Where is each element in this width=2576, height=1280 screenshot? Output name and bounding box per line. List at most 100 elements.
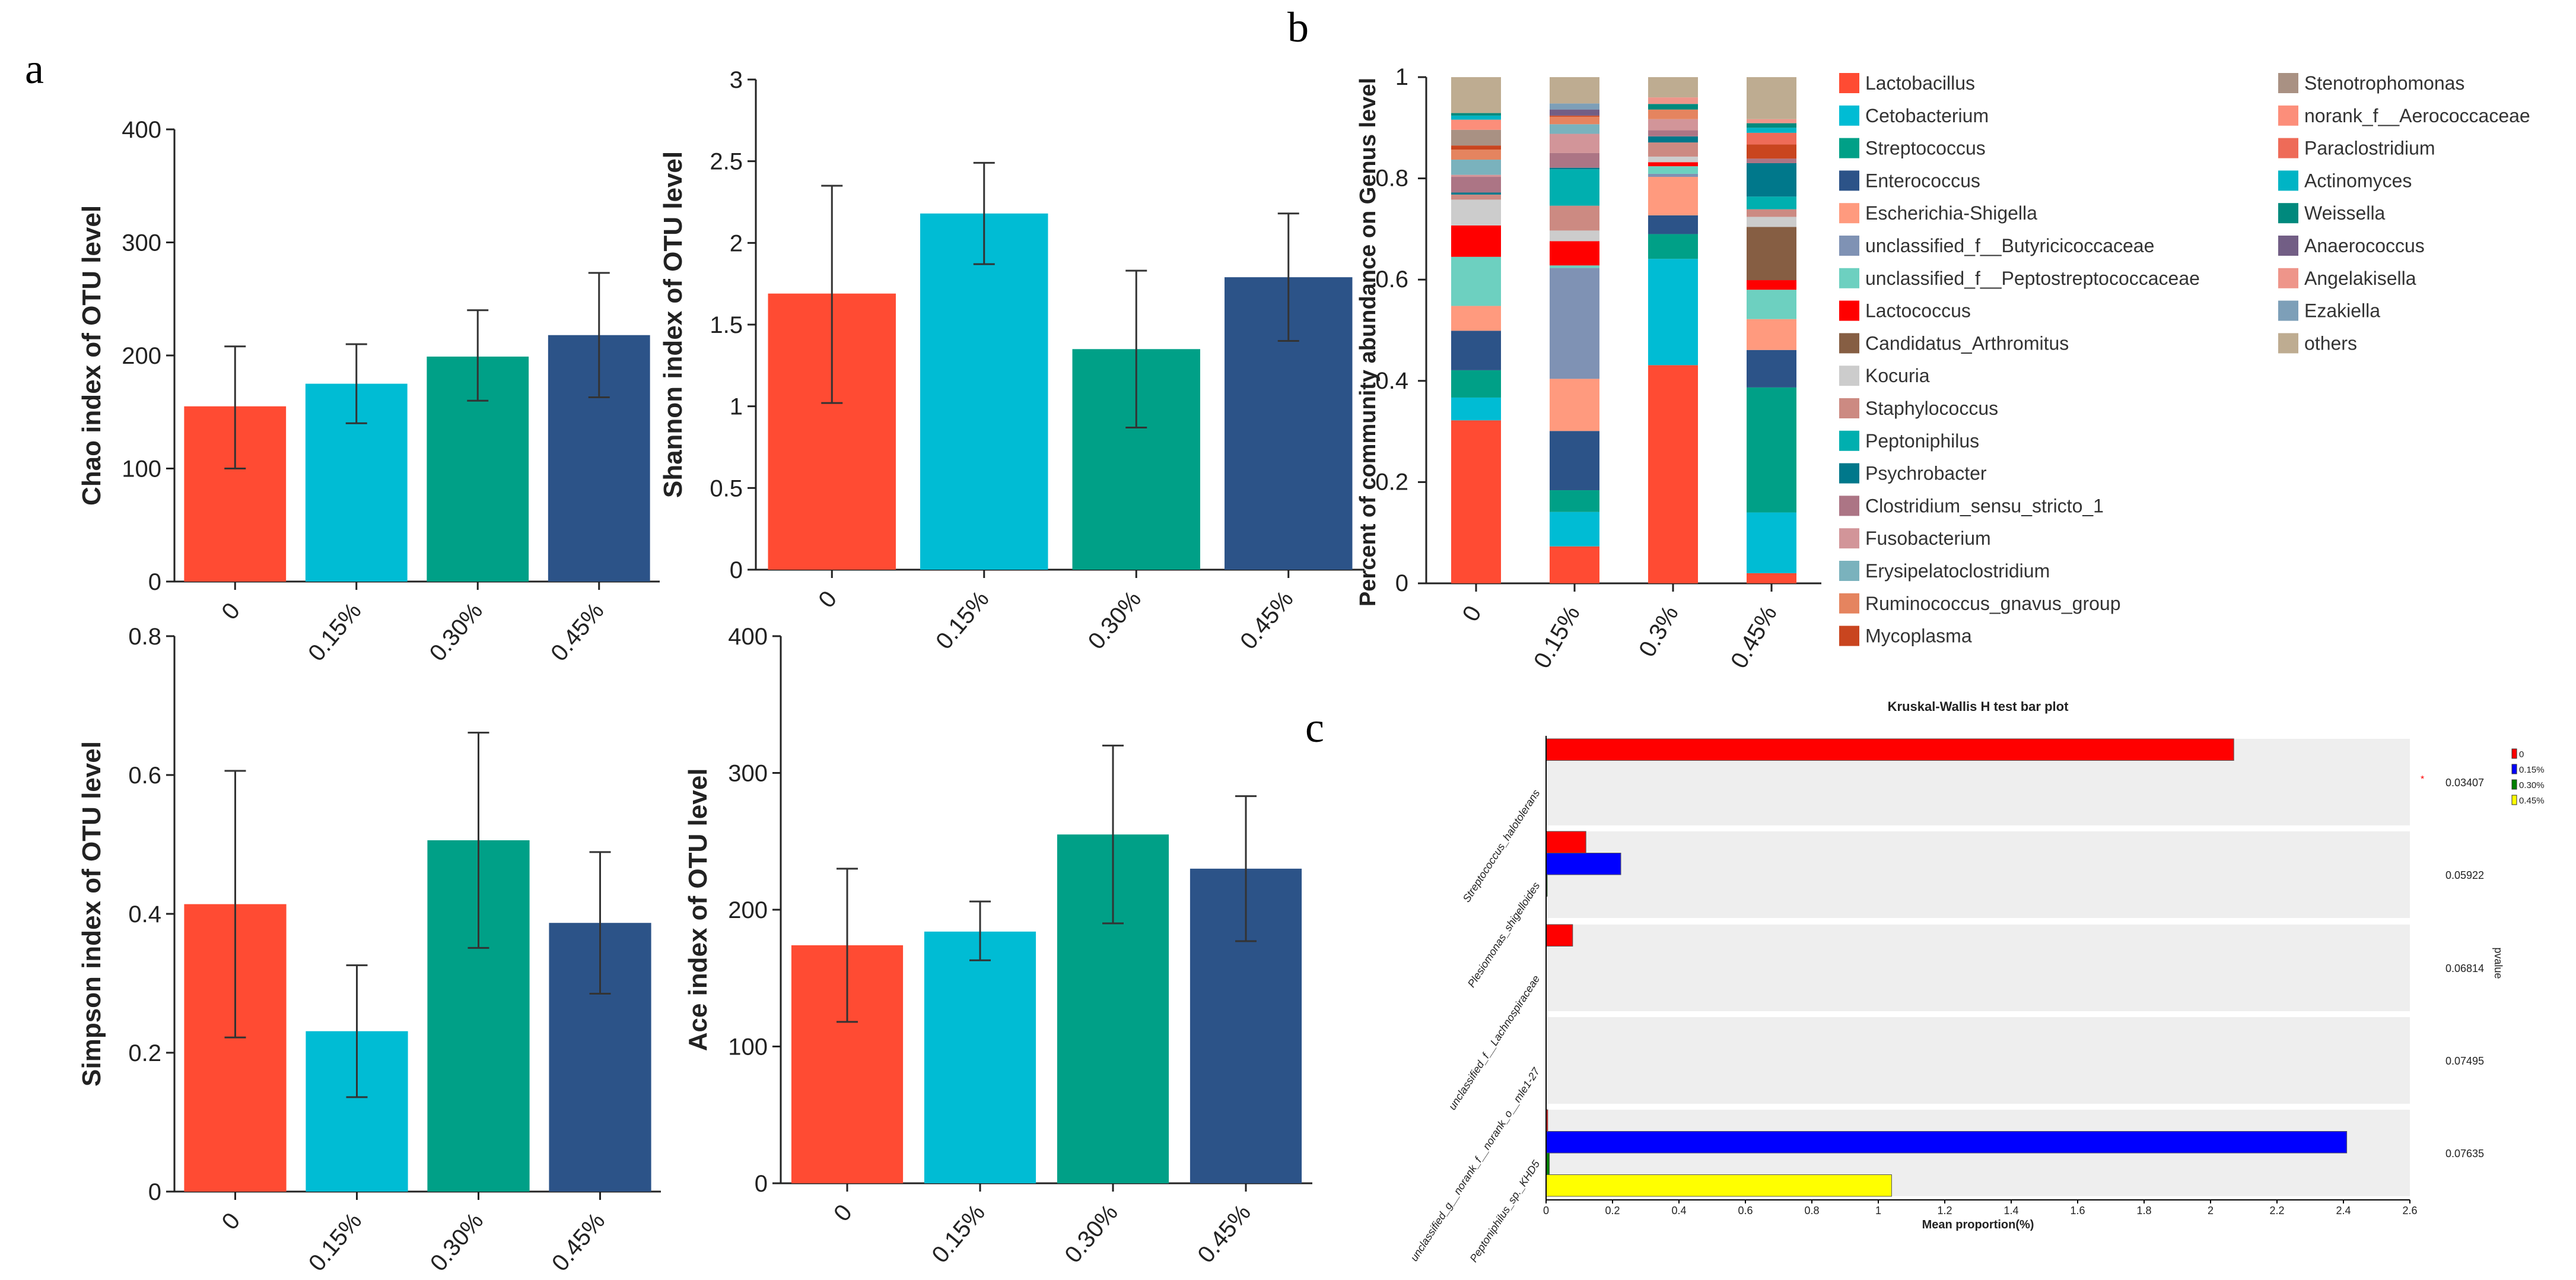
y-tick-label: 0.2 — [128, 1040, 161, 1066]
legend-item: Fusobacterium — [1839, 528, 1991, 549]
legend-item: 0.45% — [2511, 795, 2545, 806]
legend-swatch — [1839, 73, 1859, 93]
stack-segment-stenotrophomonas — [1451, 129, 1501, 146]
legend-item: unclassified_f__Peptostreptococcaceae — [1839, 268, 2200, 289]
legend-item: Ruminococcus_gnavus_group — [1839, 593, 2120, 614]
legend-swatch — [2511, 764, 2517, 774]
legend-label: Mycoplasma — [1865, 625, 1972, 647]
legend-label: Kocuria — [1865, 365, 1930, 386]
legend-swatch — [1839, 105, 1859, 126]
stack-segment-cetobacterium — [1550, 512, 1599, 547]
stack-segment-erysipelatoclostridium — [1550, 124, 1599, 134]
stack-segment-fusobacterium — [1648, 119, 1698, 131]
y-tick-label: 400 — [728, 624, 768, 650]
legend-swatch — [1839, 528, 1859, 549]
stack-segment-lactococcus — [1747, 280, 1796, 290]
x-tick-label: 0.4 — [1671, 1205, 1686, 1217]
pvalue-label: 0.03407 — [2445, 777, 2484, 789]
y-tick-label: 0.5 — [710, 475, 743, 501]
stack-segment-enterococcus — [1747, 350, 1796, 388]
y-tick-label: 100 — [728, 1034, 768, 1060]
legend-label: Psychrobacter — [1865, 463, 1987, 484]
x-tick-label: 0.2 — [1605, 1205, 1620, 1217]
stack-segment-escherichia-shigella — [1648, 177, 1698, 215]
stack-segment-lactococcus — [1648, 162, 1698, 167]
legend-label: Peptoniphilus — [1865, 430, 1979, 452]
legend-item: Weissella — [2278, 202, 2386, 224]
panel-label-c: c — [1305, 704, 1324, 751]
legend-swatch — [1839, 300, 1859, 321]
stack-segment-kocuria — [1451, 199, 1501, 225]
legend-label: Cetobacterium — [1865, 105, 1989, 126]
stack-segment-cetobacterium — [1451, 397, 1501, 421]
legend-label: 0 — [2519, 749, 2524, 760]
legend-label: Enterococcus — [1865, 170, 1980, 191]
stack-segment-streptococcus — [1550, 490, 1599, 512]
legend-swatch — [1839, 170, 1859, 191]
row-background — [1546, 831, 2410, 918]
legend-label: Escherichia-Shigella — [1865, 202, 2037, 224]
bar-0-15- — [1545, 853, 1621, 875]
bar-0 — [1545, 831, 1586, 853]
stack-segment-ruminococcus-gnavus-group — [1648, 109, 1698, 119]
x-tick-label: 0.8 — [1804, 1205, 1819, 1217]
legend-swatch — [1839, 561, 1859, 581]
legend-item: Lactococcus — [1839, 300, 1971, 322]
stack-segment-lactobacillus — [1648, 365, 1698, 583]
stack-segment-streptococcus — [1747, 387, 1796, 513]
genus-legend: Lactobacillus Cetobacterium Streptococcus E… — [1839, 72, 2530, 647]
legend-label: others — [2304, 332, 2357, 354]
bar-0-15- — [1545, 1131, 2348, 1154]
stack-segment-peptoniphilus — [1747, 196, 1796, 209]
legend-item: Paraclostridium — [2278, 138, 2435, 159]
legend-label: unclassified_f__Peptostreptococcaceae — [1865, 268, 2200, 289]
legend-label: unclassified_f__Butyricicoccaceae — [1865, 235, 2154, 256]
legend-item: Cetobacterium — [1839, 105, 1989, 126]
legend-swatch — [2278, 236, 2298, 256]
legend-swatch — [2278, 105, 2298, 126]
legend-label: Lactobacillus — [1865, 72, 1975, 94]
legend-label: Anaerococcus — [2304, 235, 2425, 256]
y-tick-label: 0.2 — [1375, 469, 1408, 495]
legend-label: Ruminococcus_gnavus_group — [1865, 593, 2120, 614]
y-tick-label: 0 — [148, 569, 161, 595]
stack-segment-ruminococcus-gnavus-group — [1550, 116, 1599, 125]
x-tick-label: 1.2 — [1937, 1205, 1952, 1217]
legend-label: Lactococcus — [1865, 300, 1971, 322]
y-tick-label: 100 — [122, 456, 161, 482]
legend-label: Erysipelatoclostridium — [1865, 560, 2050, 582]
y-axis-label: Shannon index of OTU level — [659, 151, 688, 498]
y-axis-label: Percent of community abundance on Genus … — [1356, 78, 1381, 606]
legend-swatch — [1839, 625, 1859, 646]
stack-segment-escherichia-shigella — [1747, 319, 1796, 350]
legend-item: Ezakiella — [2278, 300, 2380, 322]
stack-segment-mycoplasma — [1747, 144, 1796, 159]
stack-segment-ezakiella — [1550, 103, 1599, 110]
y-axis-label: Chao index of OTU level — [77, 205, 106, 506]
x-tick-label: 1.8 — [2136, 1205, 2151, 1217]
stack-segment-unclassified-f-peptostreptococcaceae — [1451, 256, 1501, 306]
stack-segment-paraclostridium — [1747, 132, 1796, 145]
stack-segment-kocuria — [1550, 230, 1599, 242]
legend-label: Streptococcus — [1865, 138, 1986, 159]
stack-segment-actinomyces — [1451, 115, 1501, 120]
y-tick-label: 300 — [122, 230, 161, 256]
legend-swatch — [1839, 366, 1859, 386]
y-tick-label: 200 — [728, 897, 768, 923]
stack-segment-enterococcus — [1648, 215, 1698, 234]
stack-segment-weissella — [1747, 123, 1796, 128]
x-tick-label: 2.6 — [2402, 1205, 2417, 1217]
legend-label: Angelakisella — [2304, 268, 2416, 289]
stack-segment-anaerococcus — [1550, 109, 1599, 116]
legend-label: Ezakiella — [2304, 300, 2380, 322]
stack-segment-mycoplasma — [1550, 115, 1599, 117]
legend-swatch — [2278, 170, 2298, 191]
legend-swatch — [1839, 430, 1859, 451]
x-tick-label: 1.6 — [2070, 1205, 2085, 1217]
legend-item: Psychrobacter — [1839, 463, 1987, 484]
stack-segment-streptococcus — [1451, 370, 1501, 398]
significance-marker: * — [2421, 774, 2424, 784]
stack-segment-fusobacterium — [1451, 174, 1501, 177]
legend-item: others — [2278, 332, 2357, 354]
